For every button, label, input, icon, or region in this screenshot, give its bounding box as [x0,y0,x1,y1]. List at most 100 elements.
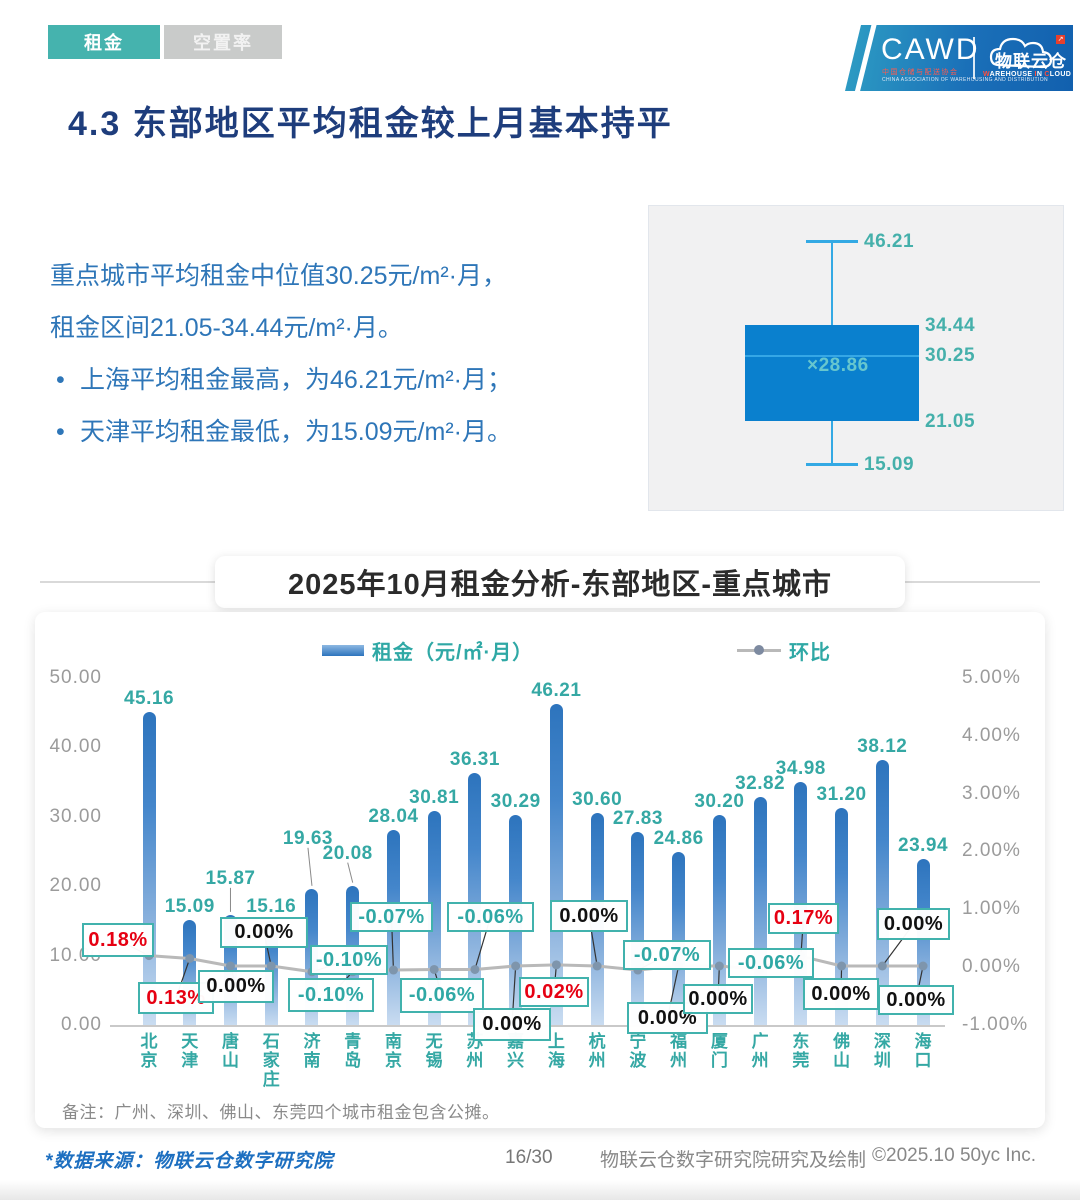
x-axis-city-label: 杭 州 [588,1032,606,1070]
mom-callout: 0.00% [220,917,308,948]
x-axis-city-label: 唐 山 [221,1032,239,1070]
cloud-sub-word: WAREHOUSE [983,71,1033,78]
y-axis-right-tick: 4.00% [962,724,1021,746]
y-axis-left-tick: 30.00 [49,805,102,827]
chart-footnote: 备注：广州、深圳、佛山、东莞四个城市租金包含公摊。 [62,1103,500,1122]
x-axis-city-label: 东 莞 [792,1032,810,1070]
rent-boxplot: 46.21 34.44 30.25 21.05 15.09 ×28.86 [648,205,1064,511]
bar-value-label: 30.81 [409,787,460,809]
bar-value-label: 30.20 [694,791,745,813]
boxplot-whisker-bottom [831,421,833,464]
cloud-icon [989,37,1053,69]
footer-credit: 物联云仓数字研究院研究及绘制 [600,1150,867,1171]
y-axis-right-tick: 5.00% [962,667,1021,688]
x-axis-city-label: 海 口 [914,1032,932,1070]
mom-callout: 0.00% [683,984,753,1014]
x-axis-city-label: 北 京 [140,1032,158,1070]
mom-callout: 0.00% [473,1008,551,1041]
line-legend-dot [754,645,764,655]
x-axis-city-label: 佛 山 [833,1032,851,1070]
bar-value-label: 15.87 [205,867,256,889]
mom-callout: 0.00% [877,908,950,940]
bar-value-label: 23.94 [898,834,949,856]
rent-bar [753,797,767,1025]
cawd-association-name-cn: 中国仓储与配送协会 [882,69,959,76]
page-number: 16/30 [505,1147,553,1168]
cloud-logo-name: 物联云仓 [995,52,1067,71]
mom-callout: -0.06% [400,978,484,1013]
bottom-strip-decoration [0,1180,1080,1200]
mom-callout: 0.00% [878,985,954,1015]
x-axis-city-label: 石 家 庄 [262,1032,280,1089]
boxplot-box [745,325,919,422]
bar-value-label: 27.83 [612,807,663,829]
legend-mom: 环比 [737,636,831,665]
cawd-logo-text: CAWD [881,33,980,66]
y-axis-left-tick: 20.00 [49,875,102,897]
cawd-association-name-en: CHINA ASSOCIATION OF WAREHOUSING AND DIS… [882,77,1049,83]
y-axis-right-tick: 1.00% [962,898,1021,920]
y-axis-right-tick: 0.00% [962,956,1021,977]
rent-bar [631,831,645,1025]
insight-text: 重点城市平均租金中位值30.25元/m²·月， 租金区间21.05-34.44元… [50,250,650,458]
y-axis-left-tick: 50.00 [49,667,102,688]
boxplot-q3-label: 34.44 [925,315,976,337]
legend-rent: 租金（元/㎡·月） [322,636,533,665]
logo-banner: CAWD 中国仓储与配送协会 CHINA ASSOCIATION OF WARE… [845,25,1073,91]
cloud-arrow-icon: ↗ [1056,35,1065,44]
cloud-sub-word: IN [1034,71,1043,78]
y-axis-right-tick: -1.00% [962,1013,1029,1035]
warehouse-in-cloud-logo: ↗ 物联云仓 WAREHOUSE IN CLOUD [981,29,1071,89]
legend-mom-label: 环比 [789,642,831,664]
bar-value-label: 15.09 [164,896,215,918]
mom-callout: 0.00% [803,978,879,1010]
y-axis-left-tick: 40.00 [49,736,102,758]
logo-divider [973,37,975,79]
boxplot-mean-label: ×28.86 [807,355,869,377]
bar-value-label: 30.60 [572,788,623,810]
mom-callout: -0.06% [728,948,814,978]
chart-card: 租金（元/㎡·月） 环比 50.00 40.00 30.00 20.00 10.00 0.… [35,612,1045,1128]
insight-bullet-2: 天津平均租金最低，为15.09元/m²·月。 [50,406,650,458]
x-axis-city-label: 无 锡 [425,1032,443,1070]
x-axis-city-label: 南 京 [384,1032,402,1070]
rent-bar [142,711,156,1025]
x-axis-city-label: 福 州 [670,1032,688,1070]
boxplot-cap-max [806,240,858,243]
data-source: *数据来源：物联云仓数字研究院 [45,1151,334,1172]
y-axis-left-tick: 0.00 [61,1014,102,1035]
value-label-leader [307,847,313,886]
bar-value-label: 38.12 [857,736,908,758]
bar-value-label: 32.82 [735,773,786,795]
insight-bullet-1: 上海平均租金最高，为46.21元/m²·月； [50,354,650,406]
bar-legend-swatch [322,645,364,656]
legend-rent-label: 租金（元/㎡·月） [372,642,534,664]
y-axis-right-tick: 3.00% [962,782,1021,804]
x-axis-city-label: 青 岛 [344,1032,362,1070]
rent-bar [549,704,563,1025]
bar-value-label: 36.31 [449,749,500,770]
bar-value-label: 15.16 [246,895,297,917]
line-legend-swatch [737,645,781,655]
bar-value-label: 34.98 [775,758,826,780]
boxplot-min-label: 15.09 [864,454,915,475]
mom-callout: 0.17% [768,903,839,934]
tab-vacancy[interactable]: 空置率 [164,25,282,59]
insight-line-2: 租金区间21.05-34.44元/m²·月。 [50,314,403,342]
cloud-sub-word: CLOUD [1044,71,1072,78]
boxplot-median-line [745,355,919,358]
x-axis-city-label: 厦 门 [710,1032,728,1070]
cloud-logo-subtitle: WAREHOUSE IN CLOUD [983,71,1073,78]
bar-value-label: 46.21 [531,680,582,702]
page-title: 4.3 东部地区平均租金较上月基本持平 [68,105,673,143]
tab-rent[interactable]: 租金 [48,25,160,59]
bar-value-label: 30.29 [490,790,541,812]
y-axis-right-tick: 2.00% [962,840,1021,862]
bar-value-label: 20.08 [322,842,373,864]
mom-callout: -0.10% [288,978,374,1012]
rent-chart-plot: 50.00 40.00 30.00 20.00 10.00 0.00 5.00% 4.00% 3… [40,660,1040,1105]
x-axis-city-label: 天 津 [181,1032,199,1070]
x-axis-city-label: 上 海 [547,1032,565,1070]
x-axis-city-label: 广 州 [751,1032,769,1070]
